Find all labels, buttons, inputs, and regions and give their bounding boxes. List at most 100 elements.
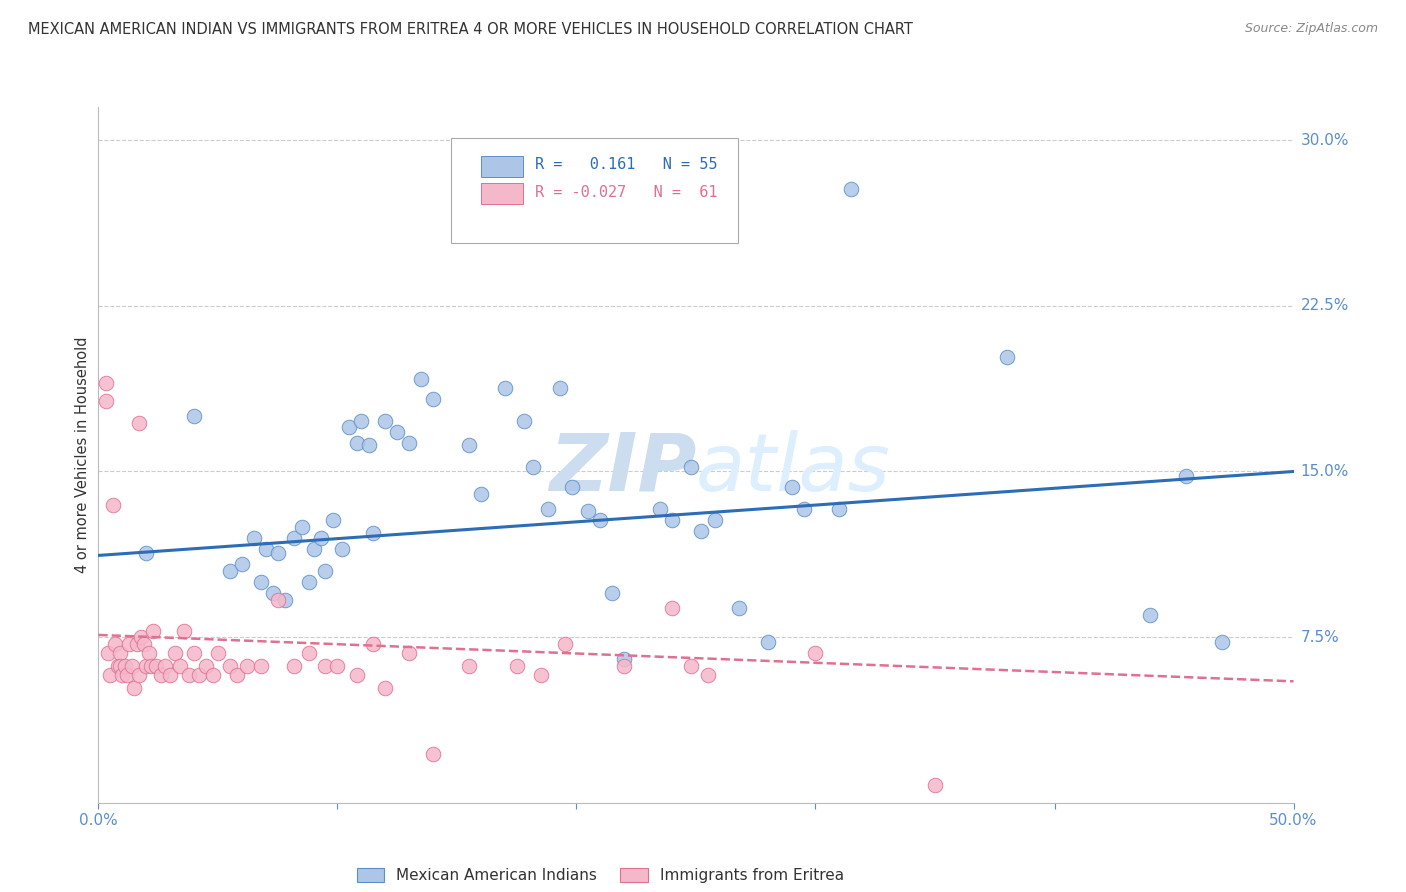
Point — [346, 435, 368, 450]
Text: atlas: atlas — [696, 430, 891, 508]
Point — [374, 414, 396, 428]
Point — [108, 658, 131, 673]
Point — [804, 646, 827, 660]
Point — [187, 667, 209, 681]
Point — [374, 681, 396, 695]
Point — [422, 747, 444, 762]
Point — [104, 637, 127, 651]
Point — [470, 486, 492, 500]
Text: MEXICAN AMERICAN INDIAN VS IMMIGRANTS FROM ERITREA 4 OR MORE VEHICLES IN HOUSEHO: MEXICAN AMERICAN INDIAN VS IMMIGRANTS FR… — [28, 22, 912, 37]
Point — [121, 658, 143, 673]
Point — [159, 667, 181, 681]
Point — [697, 667, 720, 681]
Point — [506, 658, 529, 673]
Point — [243, 531, 266, 545]
Point — [114, 658, 136, 673]
Text: R = -0.027   N =  61: R = -0.027 N = 61 — [534, 186, 717, 200]
Point — [207, 646, 229, 660]
Point — [98, 667, 122, 681]
Point — [194, 658, 217, 673]
Point — [385, 425, 409, 439]
Text: Source: ZipAtlas.com: Source: ZipAtlas.com — [1244, 22, 1378, 36]
Bar — [481, 155, 523, 177]
Point — [111, 667, 134, 681]
Point — [995, 350, 1018, 364]
Point — [142, 624, 165, 638]
Point — [756, 634, 779, 648]
Point — [139, 658, 162, 673]
Point — [600, 586, 623, 600]
Point — [681, 460, 703, 475]
Point — [169, 658, 191, 673]
Bar — [481, 184, 523, 204]
Point — [115, 667, 138, 681]
Point — [283, 658, 305, 673]
Point — [101, 498, 124, 512]
Point — [124, 681, 146, 695]
Point — [315, 658, 337, 673]
Point — [589, 513, 612, 527]
Point — [250, 574, 273, 589]
Point — [780, 480, 803, 494]
Point — [131, 630, 153, 644]
Point — [576, 504, 599, 518]
Point — [337, 420, 360, 434]
Point — [219, 658, 242, 673]
Text: R =   0.161   N = 55: R = 0.161 N = 55 — [534, 157, 717, 172]
Point — [94, 376, 117, 391]
Point — [128, 416, 150, 430]
Point — [661, 513, 683, 527]
Point — [661, 601, 683, 615]
Point — [458, 658, 481, 673]
Point — [290, 519, 312, 533]
Point — [398, 435, 420, 450]
Point — [422, 392, 444, 406]
Point — [322, 513, 344, 527]
Point — [681, 658, 703, 673]
Point — [250, 658, 273, 673]
Point — [350, 414, 373, 428]
Point — [704, 513, 727, 527]
Point — [135, 546, 157, 560]
Point — [363, 526, 385, 541]
Text: 22.5%: 22.5% — [1301, 298, 1348, 313]
Point — [183, 646, 205, 660]
Point — [924, 778, 946, 792]
Text: ZIP: ZIP — [548, 430, 696, 508]
Point — [513, 414, 536, 428]
Point — [94, 393, 117, 408]
Point — [118, 637, 141, 651]
Point — [309, 531, 332, 545]
Point — [183, 409, 205, 424]
Point — [793, 502, 815, 516]
Point — [346, 667, 368, 681]
Point — [138, 646, 160, 660]
Point — [1139, 608, 1161, 623]
Point — [1211, 634, 1233, 648]
Point — [728, 601, 751, 615]
Point — [839, 182, 862, 196]
Point — [108, 646, 131, 660]
Point — [149, 667, 172, 681]
Point — [254, 541, 277, 556]
Point — [828, 502, 851, 516]
Point — [494, 380, 516, 394]
FancyBboxPatch shape — [451, 138, 738, 243]
Point — [262, 586, 284, 600]
Point — [689, 524, 711, 538]
Point — [398, 646, 420, 660]
Point — [128, 667, 150, 681]
Text: 30.0%: 30.0% — [1301, 133, 1348, 148]
Point — [145, 658, 167, 673]
Point — [107, 658, 129, 673]
Point — [283, 531, 305, 545]
Point — [613, 652, 636, 666]
Point — [411, 372, 433, 386]
Point — [363, 637, 385, 651]
Legend: Mexican American Indians, Immigrants from Eritrea: Mexican American Indians, Immigrants fro… — [350, 862, 851, 889]
Point — [548, 380, 571, 394]
Point — [315, 564, 337, 578]
Point — [613, 658, 636, 673]
Point — [155, 658, 177, 673]
Point — [173, 624, 195, 638]
